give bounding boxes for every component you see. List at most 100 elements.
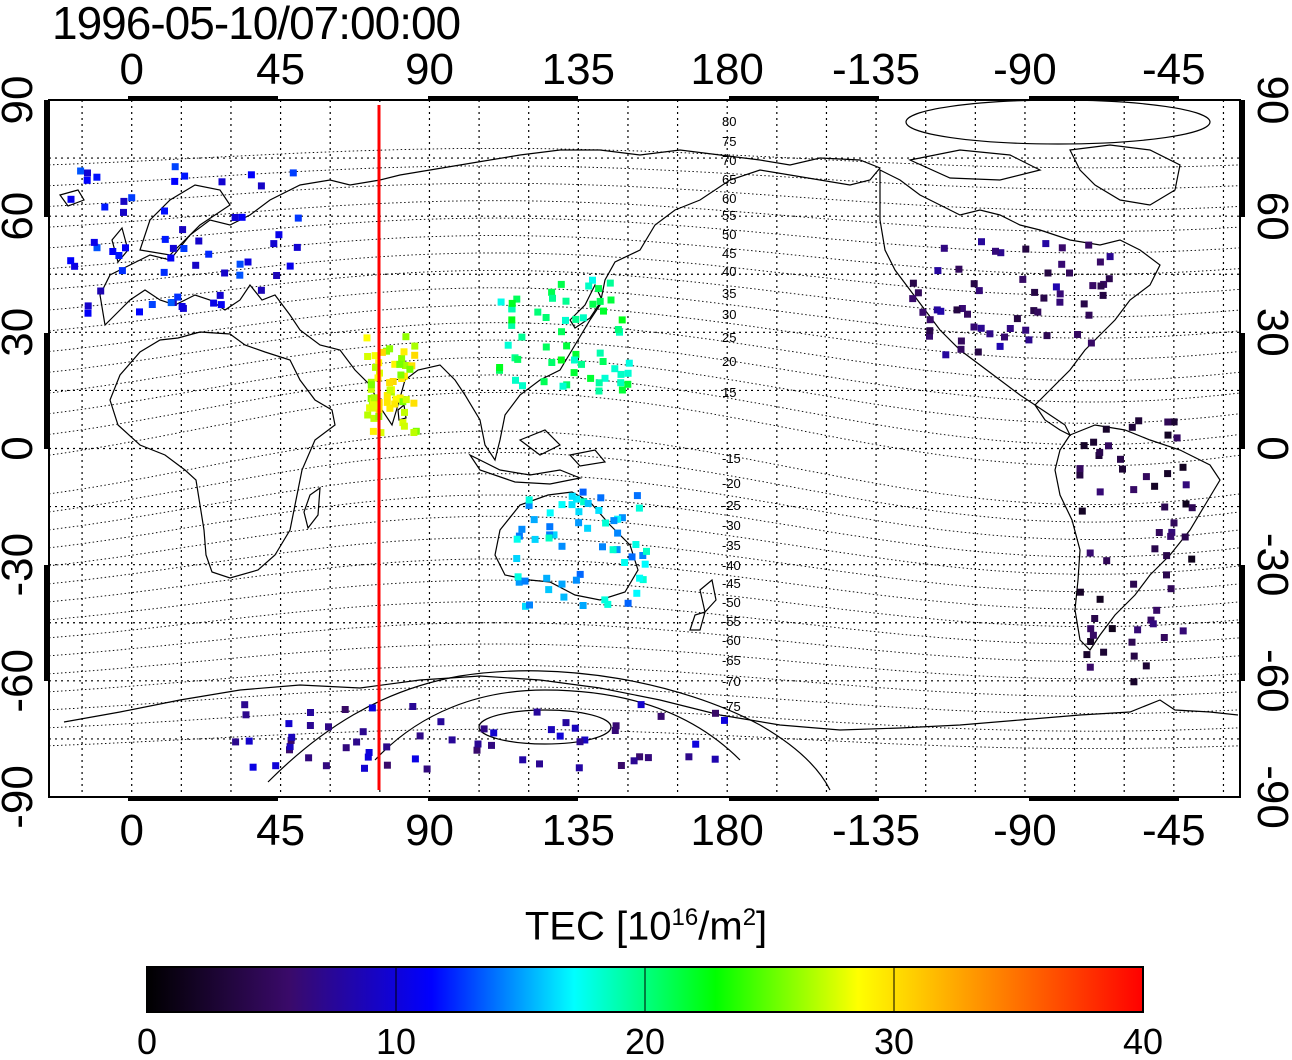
tec-point-europe — [180, 245, 188, 252]
tec-point-east-asia — [542, 343, 550, 351]
tec-point-south-america — [1086, 549, 1094, 557]
tec-point-south-america — [1147, 616, 1155, 624]
tec-point-south-america — [1130, 678, 1138, 686]
mag-contour — [48, 515, 1241, 575]
tec-point-europe — [257, 286, 265, 294]
mag-contour — [48, 339, 1241, 403]
tec-point-europe — [136, 308, 143, 316]
tec-point-south-america — [1087, 625, 1095, 633]
tec-point-australia — [628, 553, 636, 561]
tec-point-india — [377, 429, 385, 437]
tec-point-east-asia — [624, 380, 632, 388]
tec-point-india — [386, 404, 394, 412]
mag-lat-label: 35 — [722, 286, 736, 301]
tec-point-europe — [244, 258, 252, 266]
tec-point-europe — [171, 163, 179, 171]
tec-point-south-america — [1182, 500, 1190, 508]
tec-point-antarctica — [285, 720, 293, 728]
tec-point-europe — [84, 309, 92, 317]
mag-lat-label: 15 — [722, 385, 736, 400]
tec-point-antarctica — [617, 762, 625, 769]
tec-point-antarctica — [547, 726, 555, 734]
tec-point-europe — [217, 301, 225, 309]
tec-point-north-america — [1074, 331, 1081, 338]
tec-point-india — [372, 363, 379, 371]
tec-point-europe — [128, 194, 136, 202]
mag-contour — [48, 235, 1241, 275]
tec-point-australia — [525, 501, 533, 509]
tec-point-north-america — [1013, 315, 1021, 323]
mag-contour — [48, 622, 1241, 662]
left-axis-bar-lower — [44, 565, 49, 681]
tec-point-antarctica — [242, 711, 250, 719]
bottom-lon-label: 45 — [256, 806, 305, 855]
tec-point-europe — [122, 244, 129, 252]
bottom-lon-label: -45 — [1142, 806, 1206, 855]
top-axis-bar-far — [1029, 96, 1179, 101]
tec-point-south-america — [1130, 652, 1138, 660]
tec-point-australia — [525, 496, 533, 504]
tec-point-india — [402, 362, 409, 369]
tec-point-europe — [93, 244, 101, 252]
tec-point-india — [396, 360, 404, 368]
tec-point-east-asia — [614, 326, 622, 333]
colorbar: 0 10 20 30 40 — [137, 966, 1163, 1060]
tec-point-north-america — [992, 247, 999, 255]
tec-point-north-america — [1042, 240, 1050, 248]
tec-point-east-asia — [618, 386, 626, 394]
tec-point-north-america — [1022, 326, 1030, 334]
colorbar-ticks: 0 10 20 30 40 — [137, 967, 1163, 1060]
bottom-lon-label: 180 — [690, 806, 763, 855]
south-oval-outer — [267, 670, 831, 791]
right-lat-label: -60 — [1248, 649, 1292, 713]
tec-point-south-america — [1135, 417, 1143, 425]
tec-point-south-america — [1091, 615, 1099, 622]
tec-point-india — [363, 334, 371, 342]
tec-point-europe — [77, 167, 85, 175]
world-tec-map: 80 75 70 65 60 55 50 45 40 35 30 25 20 15 -15 -20 -25 -30… — [0, 45, 1292, 855]
mag-lat-label: -50 — [722, 595, 741, 610]
tec-point-south-america — [1164, 470, 1172, 478]
tec-point-australia — [568, 492, 576, 500]
tec-point-antarctica — [533, 708, 541, 716]
mag-lat-label: -25 — [722, 498, 741, 513]
left-lat-label: 90 — [0, 76, 42, 125]
left-lat-label: -30 — [0, 533, 42, 597]
tec-point-antarctica — [325, 723, 332, 731]
mag-lat-label: -70 — [722, 674, 741, 689]
tec-point-north-america — [1022, 245, 1030, 253]
tec-point-europe — [171, 177, 179, 185]
tec-point-india — [401, 408, 408, 416]
tec-point-india — [367, 385, 375, 393]
tec-point-east-asia — [611, 365, 619, 373]
tec-point-east-asia — [513, 295, 521, 303]
tec-point-antarctica — [712, 709, 719, 717]
coast-africa — [109, 331, 336, 579]
tec-point-north-america — [986, 330, 994, 338]
tec-point-east-asia — [497, 298, 505, 306]
top-lon-label: 90 — [405, 45, 454, 94]
right-lat-label: 60 — [1248, 192, 1292, 241]
tec-point-india — [402, 333, 410, 341]
tec-point-east-asia — [585, 282, 593, 290]
tec-point-antarctica — [488, 741, 495, 749]
tec-point-europe — [93, 173, 101, 181]
coast-newzealand — [689, 578, 717, 631]
right-axis-bar-lower — [1240, 565, 1245, 681]
tec-point-antarctica — [305, 754, 313, 762]
top-lon-label: 180 — [690, 45, 763, 94]
tec-point-europe — [294, 214, 302, 222]
tec-point-australia — [530, 516, 538, 524]
mag-lat-label: -60 — [722, 633, 741, 648]
coast-madagascar — [303, 486, 321, 530]
tec-point-australia — [604, 600, 612, 608]
tec-point-australia — [558, 501, 566, 509]
tec-point-north-america — [1105, 275, 1113, 283]
tec-point-australia — [613, 546, 621, 554]
tec-point-europe — [83, 176, 91, 184]
tec-point-north-america — [958, 305, 966, 312]
tec-point-antarctica — [721, 716, 728, 724]
bottom-lon-label: 90 — [405, 806, 454, 855]
tec-point-europe — [84, 302, 92, 310]
top-lon-label: -45 — [1142, 45, 1206, 94]
